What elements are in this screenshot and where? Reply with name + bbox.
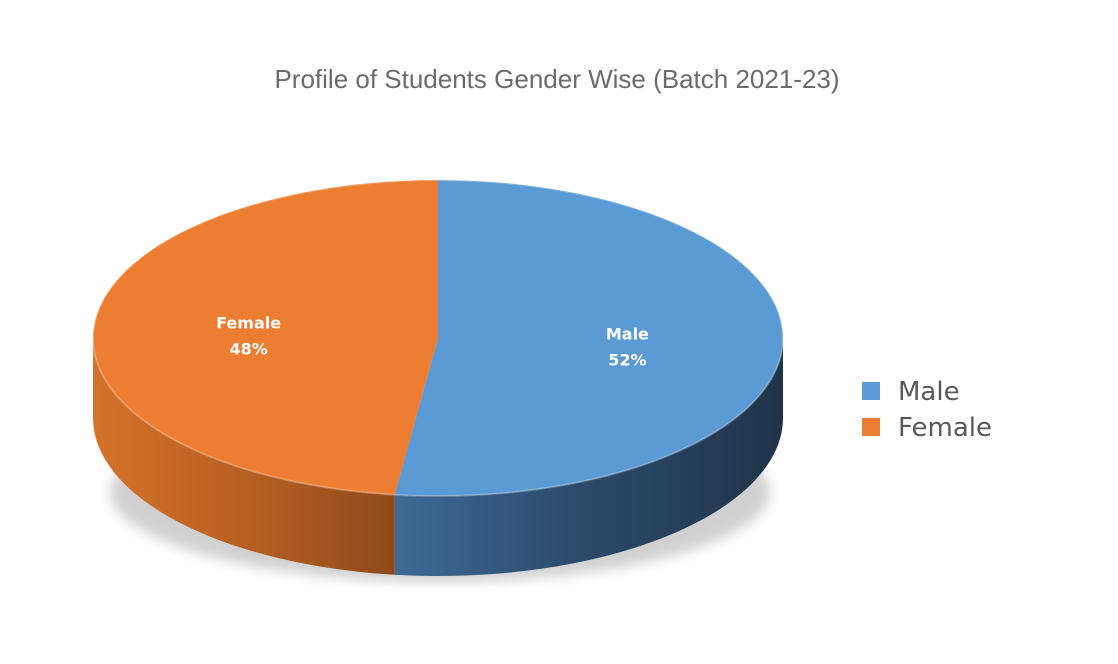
pie-data-labels: Male 52% Female 48% xyxy=(216,314,649,370)
pie-slice-male xyxy=(394,180,783,496)
legend-swatch-female xyxy=(862,418,880,436)
pie-rim xyxy=(92,179,784,497)
data-label-female-value: 48% xyxy=(229,340,267,359)
legend: Male Female xyxy=(862,377,992,443)
pie-sides xyxy=(93,338,783,577)
pie-side-male xyxy=(394,338,783,577)
data-label-female-name: Female xyxy=(216,314,281,333)
legend-label-female: Female xyxy=(898,413,992,443)
pie-slice-female xyxy=(92,180,438,495)
chart-title: Profile of Students Gender Wise (Batch 2… xyxy=(274,64,839,94)
data-label-male-name: Male xyxy=(606,324,649,343)
data-label-male-value: 52% xyxy=(608,350,646,369)
legend-swatch-male xyxy=(862,382,880,400)
pie-tops xyxy=(92,179,784,497)
pie-side-female xyxy=(93,338,395,575)
legend-label-male: Male xyxy=(898,377,960,407)
